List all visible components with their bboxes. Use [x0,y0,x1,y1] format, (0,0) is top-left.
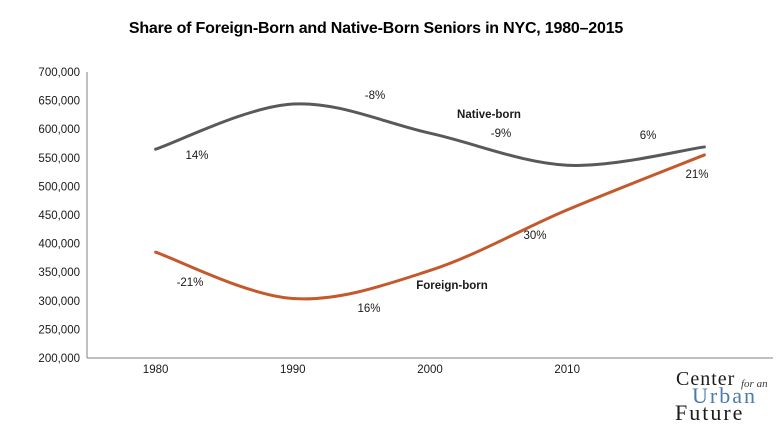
percent-change-label: 30% [523,230,546,242]
percent-change-label: -9% [491,128,511,140]
line-native-born [154,102,706,167]
y-axis-tick-label: 550,000 [38,153,80,165]
y-axis-tick-label: 650,000 [38,96,80,108]
percent-change-label: 14% [185,150,208,162]
y-axis-tick-label: 700,000 [38,67,80,79]
series-inline-label: Foreign-born [416,280,488,292]
percent-change-label: -8% [365,90,385,102]
y-axis-tick-label: 300,000 [38,296,80,308]
percent-change-label: 6% [640,130,657,142]
y-axis-tick-label: 500,000 [38,181,80,193]
cuf-logo: Center for an Urban Future [672,366,776,424]
logo-word-center: Center [676,368,736,390]
y-axis-tick-label: 400,000 [38,239,80,251]
series-inline-label: Native-born [457,109,521,121]
percent-change-label: -21% [177,277,204,289]
x-axis-tick-label: 2000 [417,364,443,376]
y-axis-tick-label: 350,000 [38,267,80,279]
x-axis-tick-label: 1990 [280,364,306,376]
x-axis-tick-label: 1980 [143,364,169,376]
logo-word-urban: Urban [692,383,757,408]
logo-word-for-an: for an [741,378,768,390]
y-axis-tick-label: 200,000 [38,353,80,365]
x-axis-tick-label: 2010 [554,364,580,376]
line-foreign-born [154,153,706,301]
percent-change-label: 16% [357,303,380,315]
y-axis-tick-label: 450,000 [38,210,80,222]
percent-change-label: 21% [685,169,708,181]
chart-title: Share of Foreign-Born and Native-Born Se… [128,20,624,37]
logo-word-future: Future [675,400,745,424]
y-axis-tick-label: 250,000 [38,324,80,336]
y-axis-tick-label: 600,000 [38,124,80,136]
